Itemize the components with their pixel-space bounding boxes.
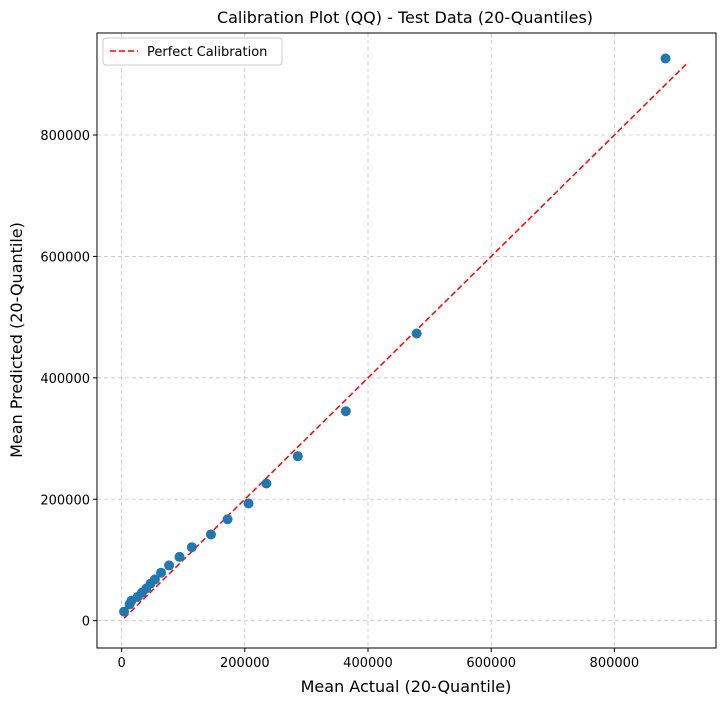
x-tick-label: 200000	[220, 656, 270, 671]
x-tick-label: 400000	[343, 656, 393, 671]
data-point	[156, 567, 167, 578]
y-axis-label: Mean Predicted (20-Quantile)	[7, 222, 26, 458]
x-axis-label: Mean Actual (20-Quantile)	[301, 677, 512, 696]
data-point	[292, 451, 303, 462]
legend-label-perfect-calibration: Perfect Calibration	[147, 45, 267, 60]
y-axis: 0 200000 400000 600000 800000	[40, 129, 97, 630]
y-tick-label: 400000	[40, 372, 90, 387]
plot-area	[119, 53, 689, 619]
legend: Perfect Calibration	[102, 37, 283, 66]
data-point	[119, 606, 130, 617]
data-point	[660, 53, 671, 64]
data-point	[340, 406, 351, 417]
y-tick-label: 200000	[40, 493, 90, 508]
x-axis: 0 200000 400000 600000 800000	[117, 648, 639, 671]
y-tick-label: 600000	[40, 250, 90, 265]
axes-frame	[96, 32, 717, 649]
y-tick-label: 0	[82, 615, 90, 630]
chart-title: Calibration Plot (QQ) - Test Data (20-Qu…	[217, 8, 593, 27]
data-point	[411, 328, 422, 339]
data-point	[149, 574, 160, 585]
data-point	[205, 529, 216, 540]
data-point	[186, 542, 197, 553]
x-tick-label: 800000	[590, 656, 640, 671]
data-point	[164, 560, 175, 571]
data-point	[243, 498, 254, 509]
grid	[97, 33, 716, 648]
data-point	[222, 514, 233, 525]
legend-box	[102, 37, 283, 66]
y-tick-label: 800000	[40, 129, 90, 144]
x-tick-label: 0	[117, 656, 125, 671]
data-point	[174, 551, 185, 562]
data-point	[261, 478, 272, 489]
perfect-calibration-line	[123, 61, 689, 619]
x-tick-label: 600000	[466, 656, 516, 671]
